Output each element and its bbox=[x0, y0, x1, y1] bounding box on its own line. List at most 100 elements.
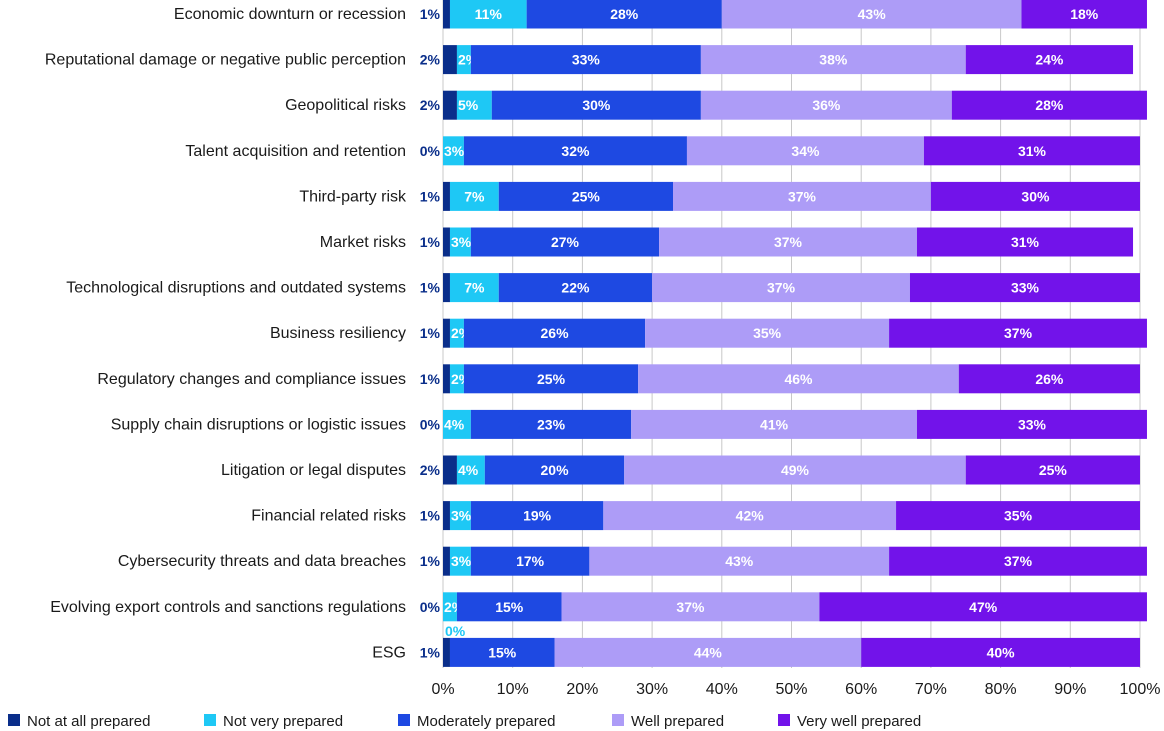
bar-segment bbox=[721, 0, 1022, 29]
bar-segment bbox=[498, 181, 674, 211]
category-label: Third-party risk bbox=[299, 188, 407, 205]
value-label: 28% bbox=[610, 6, 639, 22]
value-label: 1% bbox=[420, 234, 441, 250]
value-label: 31% bbox=[1018, 143, 1047, 159]
legend-swatch bbox=[778, 714, 790, 726]
bar-segment bbox=[1021, 0, 1147, 29]
bar-segment bbox=[603, 501, 897, 531]
value-label: 1% bbox=[420, 508, 441, 524]
bar-segment bbox=[470, 501, 604, 531]
category-label: Financial related risks bbox=[251, 508, 406, 525]
category-labels: Economic downturn or recession Reputation… bbox=[45, 6, 407, 661]
bar-segment bbox=[652, 273, 910, 303]
value-label: 4% bbox=[458, 462, 479, 478]
x-tick-label: 100% bbox=[1120, 681, 1161, 698]
legend-label: Very well prepared bbox=[797, 713, 921, 730]
value-label: 37% bbox=[774, 234, 803, 250]
value-label: 33% bbox=[572, 52, 601, 68]
value-label: 1% bbox=[420, 371, 441, 387]
legend-label: Not at all prepared bbox=[27, 713, 150, 730]
bar-segment bbox=[624, 455, 966, 485]
bar-segment bbox=[443, 637, 450, 667]
value-label: 7% bbox=[464, 188, 485, 204]
category-label: Cybersecurity threats and data breaches bbox=[118, 553, 406, 570]
category-label: Litigation or legal disputes bbox=[221, 462, 406, 479]
bar-segment bbox=[449, 227, 471, 257]
value-label: 33% bbox=[1011, 280, 1040, 296]
bar-segment bbox=[449, 501, 471, 531]
bar-segment bbox=[443, 318, 450, 348]
bar-segment bbox=[930, 181, 1140, 211]
value-label: 20% bbox=[541, 462, 570, 478]
legend: Not at all prepared Not very prepared Mode… bbox=[8, 713, 921, 730]
value-label: 3% bbox=[451, 234, 472, 250]
value-label: 27% bbox=[551, 234, 580, 250]
value-label: 47% bbox=[969, 599, 998, 615]
bar-segment bbox=[645, 318, 890, 348]
bar-segment bbox=[673, 181, 931, 211]
bar-segment bbox=[896, 501, 1140, 531]
bar-segment bbox=[449, 181, 499, 211]
value-label: 0% bbox=[420, 599, 441, 615]
bar-segment bbox=[909, 273, 1140, 303]
value-label: 40% bbox=[987, 644, 1016, 660]
bar-segment bbox=[443, 0, 450, 29]
value-label: 43% bbox=[725, 553, 754, 569]
value-label: 4% bbox=[444, 416, 465, 432]
x-tick-label: 80% bbox=[985, 681, 1017, 698]
value-label: 1% bbox=[420, 325, 441, 341]
value-label: 26% bbox=[1035, 371, 1064, 387]
x-tick-label: 50% bbox=[775, 681, 807, 698]
value-label: 1% bbox=[420, 553, 441, 569]
bar-segment bbox=[498, 273, 653, 303]
value-label: 28% bbox=[1035, 97, 1064, 113]
value-label: 2% bbox=[420, 52, 441, 68]
category-label: Supply chain disruptions or logistic iss… bbox=[111, 416, 406, 433]
value-label: 3% bbox=[451, 553, 472, 569]
value-label: 37% bbox=[767, 280, 796, 296]
bar-segment bbox=[449, 546, 471, 576]
bar-segment bbox=[443, 592, 457, 622]
bar-segment bbox=[456, 90, 492, 120]
value-label: 3% bbox=[451, 508, 472, 524]
x-tick-label: 90% bbox=[1054, 681, 1086, 698]
bar-segment bbox=[443, 227, 450, 257]
legend-swatch bbox=[204, 714, 216, 726]
value-label: 23% bbox=[537, 416, 566, 432]
value-label: 31% bbox=[1011, 234, 1040, 250]
bar-segment bbox=[443, 181, 450, 211]
category-label: Regulatory changes and compliance issues bbox=[97, 371, 406, 388]
value-label: 38% bbox=[819, 52, 848, 68]
bar-segment bbox=[463, 136, 687, 166]
bar-segment bbox=[449, 273, 499, 303]
bar-segment bbox=[951, 90, 1147, 120]
value-label: 19% bbox=[523, 508, 552, 524]
category-label: Economic downturn or recession bbox=[174, 6, 406, 23]
bar-segment bbox=[484, 455, 625, 485]
bar-segment bbox=[700, 90, 952, 120]
bar-segment bbox=[443, 90, 457, 120]
value-label: 30% bbox=[1021, 188, 1050, 204]
value-label: 1% bbox=[420, 6, 441, 22]
bars: 1% 11% 28% 43% 18% 2% 2% 33% 38% 24% 2% 5% 30% 36% 28%… bbox=[420, 0, 1147, 667]
value-label: 42% bbox=[736, 508, 765, 524]
value-label: 2% bbox=[420, 97, 441, 113]
category-label: Market risks bbox=[320, 234, 406, 251]
value-label: 41% bbox=[760, 416, 789, 432]
value-label: 15% bbox=[488, 644, 517, 660]
bar-segment bbox=[686, 136, 924, 166]
bar-segment bbox=[638, 364, 959, 394]
bar-segment bbox=[470, 546, 590, 576]
x-axis-ticks: 0% 10% 20% 30% 40% 50% 60% 70% 80% 90% 100% bbox=[431, 681, 1160, 698]
category-label: Evolving export controls and sanctions r… bbox=[50, 599, 406, 616]
value-label: 37% bbox=[1004, 325, 1033, 341]
legend-swatch bbox=[8, 714, 20, 726]
bar-segment bbox=[526, 0, 722, 29]
x-tick-label: 30% bbox=[636, 681, 668, 698]
value-label: 25% bbox=[537, 371, 566, 387]
bar-segment bbox=[470, 45, 701, 75]
value-label: 35% bbox=[1004, 508, 1033, 524]
legend-label: Not very prepared bbox=[223, 713, 343, 730]
x-tick-label: 40% bbox=[706, 681, 738, 698]
